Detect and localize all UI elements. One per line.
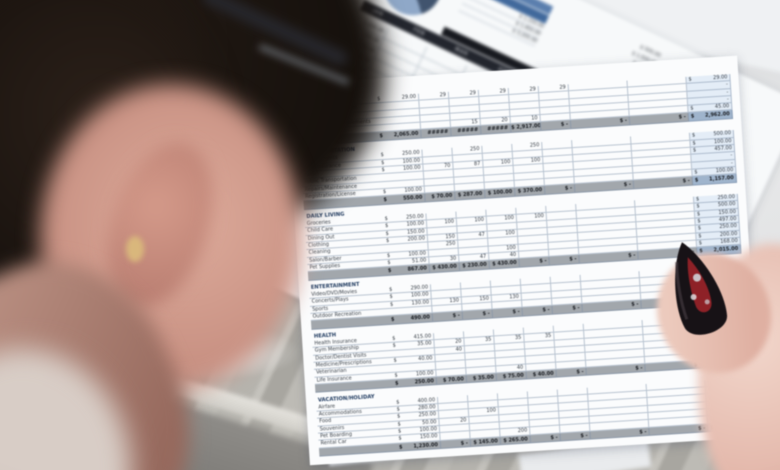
amount-value: 250.00: [719, 223, 738, 231]
dollar-sign: $: [396, 399, 400, 406]
dollar-sign: $: [393, 357, 397, 364]
dollar-sign: $: [392, 343, 397, 350]
dollar-sign: $: [696, 210, 701, 218]
amount-value: 150.00: [406, 228, 425, 236]
dollar-sign: $: [387, 267, 392, 275]
dollar-sign: $: [694, 177, 699, 184]
amount-value: 290.00: [410, 284, 429, 292]
dollar-sign: $: [384, 223, 389, 230]
dollar-sign: $: [397, 428, 402, 435]
amount-value: 2,962.00: [704, 111, 730, 120]
amount-value: 500.00: [717, 201, 736, 209]
amount-value: 200.00: [719, 230, 738, 238]
dollar-sign: $: [694, 169, 698, 176]
amount-value: 200.00: [407, 235, 426, 243]
amount-value: 457.00: [714, 145, 733, 153]
dollar-sign: $: [384, 215, 389, 223]
month-label: FEB: [412, 26, 427, 38]
dollar-sign: $: [383, 197, 388, 204]
amount-value: 100.00: [408, 250, 427, 258]
dollar-sign: $: [690, 113, 695, 121]
dollar-sign: $: [389, 301, 394, 308]
amount-value: 100.00: [410, 291, 429, 299]
amount-value: 100.00: [404, 186, 423, 194]
amount-value: 415.00: [413, 333, 432, 341]
amount-value: 35.00: [417, 340, 432, 348]
dollar-sign: $: [386, 252, 391, 259]
dollar-sign: $: [695, 196, 700, 203]
amount-value: 100.00: [419, 426, 438, 434]
dollar-sign: $: [691, 132, 696, 139]
amount-value: 500.00: [713, 130, 732, 138]
dollar-sign: $: [692, 147, 697, 154]
dollar-sign: $: [385, 237, 390, 244]
dollar-sign: $: [696, 203, 700, 210]
dollar-sign: $: [392, 335, 396, 342]
dollar-sign: $: [398, 435, 402, 442]
thumb-nail-art: [675, 242, 728, 335]
amount-value: 130.00: [411, 299, 430, 307]
amount-value: 490.00: [410, 314, 431, 322]
dollar-sign: $: [692, 140, 696, 147]
dollar-sign: $: [396, 406, 401, 413]
dollar-sign: $: [697, 218, 701, 225]
dollar-sign: $: [387, 259, 391, 266]
amount-value: 250.00: [717, 194, 736, 202]
amount-value: 250.00: [418, 411, 437, 419]
amount-value: 400.00: [417, 397, 436, 405]
amount-value: 2,065.00: [393, 131, 419, 139]
dollar-sign: $: [382, 188, 387, 195]
amount-value: 100.00: [715, 166, 734, 175]
dollar-sign: $: [697, 225, 702, 232]
amount-value: 168.00: [720, 237, 738, 245]
dollar-sign: $: [388, 286, 393, 293]
dollar-sign: $: [380, 159, 385, 166]
amount-value: 29.00: [712, 74, 728, 82]
amount-value: 100.00: [406, 220, 425, 229]
gold-earring: [126, 236, 144, 262]
dollar-sign: $: [690, 105, 694, 112]
amount-value: 497.00: [718, 215, 737, 224]
dollar-sign: $: [396, 413, 401, 421]
dollar-sign: $: [398, 443, 403, 451]
amount-value: 250.00: [414, 378, 435, 386]
dollar-sign: $: [390, 316, 395, 324]
total-month-cell: $ 145.00: [470, 436, 502, 448]
amount-value: 1,157.00: [708, 175, 734, 183]
amount-value: 40.00: [418, 355, 433, 363]
month-label: MAR: [453, 45, 470, 58]
amount-value: 250.00: [401, 150, 420, 158]
total-month-cell: $ -: [530, 433, 561, 444]
amount-value: 51.00: [411, 257, 427, 265]
dollar-sign: $: [394, 372, 398, 379]
dollar-sign: $: [389, 294, 393, 301]
amount-value: 867.00: [407, 265, 428, 273]
amount-value: 100.00: [402, 164, 421, 172]
dollar-sign: $: [379, 133, 384, 140]
dollar-sign: $: [688, 76, 692, 83]
total-amount-cell: $1,230.00: [396, 440, 442, 452]
dollar-sign: $: [397, 421, 401, 428]
total-month-cell: $ -: [560, 431, 591, 442]
amount-value: 150.00: [419, 433, 438, 441]
amount-value: 1,230.00: [413, 441, 439, 450]
amount-value: 550.00: [402, 194, 423, 203]
amount-value: 100.00: [713, 137, 732, 145]
amount-value: 250.00: [405, 213, 424, 221]
amount-value: 29.00: [401, 93, 417, 101]
amount-value: 100.00: [402, 157, 421, 165]
amount-value: 45.00: [714, 103, 730, 111]
dollar-sign: $: [381, 166, 385, 174]
dollar-sign: $: [394, 380, 399, 387]
dollar-sign: $: [380, 152, 385, 159]
dollar-sign: $: [385, 230, 389, 237]
total-month-cell: $ -: [440, 438, 472, 449]
amount-value: 150.00: [718, 208, 737, 216]
amount-value: 280.00: [417, 404, 436, 412]
amount-value: 50.00: [422, 418, 437, 426]
amount-value: 100.00: [415, 369, 434, 377]
total-month-cell: $ 265.00: [500, 434, 532, 446]
